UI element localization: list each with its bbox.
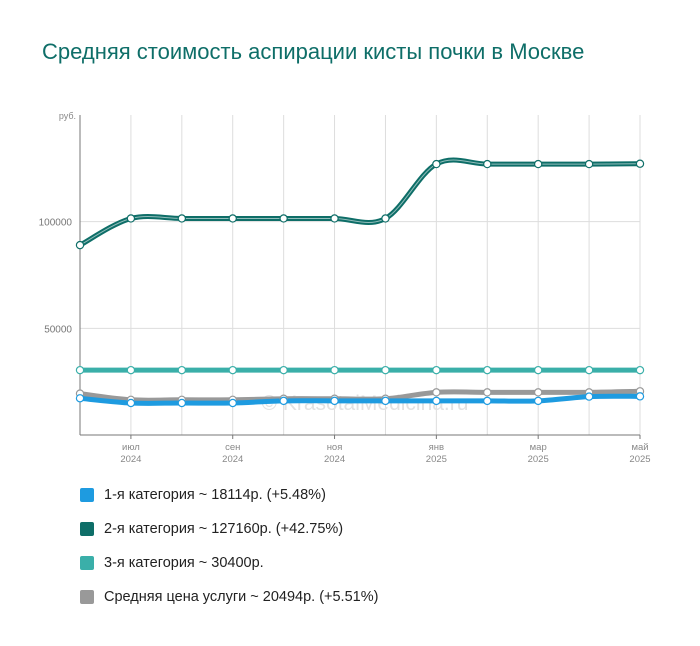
series [77, 157, 643, 406]
x-tick-label-month: янв [429, 442, 444, 453]
legend-swatch-series-3 [80, 556, 94, 570]
series-line-1 [77, 393, 643, 406]
data-point-series-2 [584, 159, 594, 169]
axes: 50000100000руб.июл2024сен2024ноя2024янв2… [39, 111, 651, 465]
data-point-series-3 [483, 365, 492, 375]
data-point-series-2 [432, 159, 441, 169]
data-point-series-2 [279, 214, 288, 223]
data-point-series-2 [126, 214, 136, 223]
x-tick-label-month: май [631, 442, 648, 453]
data-point-series-1 [381, 396, 390, 406]
data-point-series-2 [381, 214, 390, 223]
data-point-series-1 [584, 392, 594, 401]
grid [80, 115, 641, 435]
data-point-series-3 [279, 365, 288, 375]
x-tick-label-month: мар [530, 442, 547, 453]
data-point-series-1 [279, 396, 288, 406]
data-point-series-3 [584, 365, 594, 375]
y-unit-label: руб. [59, 111, 76, 121]
data-point-series-1 [75, 394, 85, 403]
data-point-series-1 [330, 396, 339, 406]
x-tick-label-year: 2025 [528, 454, 549, 465]
legend-label-series-1: 1-я категория ~ 18114р. (+5.48%) [104, 487, 326, 503]
x-tick-label-year: 2024 [120, 454, 141, 465]
data-point-series-4 [533, 388, 543, 397]
data-point-series-3 [330, 365, 339, 375]
data-point-series-1 [483, 396, 492, 406]
series-line-2-highlight [79, 159, 641, 246]
data-point-series-1 [432, 396, 441, 406]
data-point-series-2 [228, 214, 237, 223]
data-point-series-2 [75, 240, 85, 250]
data-point-series-1 [126, 398, 136, 408]
x-tick-label-month: июл [122, 442, 140, 453]
data-point-series-2 [533, 159, 543, 169]
chart-plot: 50000100000руб.июл2024сен2024ноя2024янв2… [39, 111, 651, 465]
data-point-series-3 [432, 365, 441, 375]
data-point-series-2 [330, 214, 339, 223]
data-point-series-4 [483, 388, 492, 397]
data-point-series-1 [635, 392, 645, 401]
data-point-series-2 [635, 159, 645, 168]
data-point-series-3 [75, 365, 85, 375]
legend-label-series-3: 3-я категория ~ 30400р. [104, 555, 264, 571]
legend-label-series-4: Средняя цена услуги ~ 20494р. (+5.51%) [104, 589, 379, 605]
data-point-series-2 [483, 159, 492, 169]
data-point-series-2 [177, 214, 187, 223]
legend-label-series-2: 2-я категория ~ 127160р. (+42.75%) [104, 521, 344, 537]
legend-swatch-series-1 [80, 488, 94, 502]
x-tick-label-year: 2025 [426, 454, 447, 465]
chart-title: Средняя стоимость аспирации кисты почки … [42, 39, 585, 64]
data-point-series-3 [381, 365, 390, 375]
legend-swatch-series-2 [80, 522, 94, 536]
data-point-series-1 [533, 396, 543, 406]
x-tick-label-month: ноя [327, 442, 343, 453]
data-point-series-4 [432, 388, 441, 397]
legend-swatch-series-4 [80, 590, 94, 604]
data-points [75, 159, 645, 408]
series-line-2 [77, 157, 643, 248]
data-point-series-1 [177, 398, 187, 408]
data-point-series-1 [228, 398, 237, 408]
data-point-series-3 [533, 365, 543, 375]
y-tick-label: 50000 [44, 324, 72, 335]
data-point-series-3 [126, 365, 136, 375]
data-point-series-3 [635, 365, 645, 375]
data-point-series-3 [177, 365, 187, 375]
x-tick-label-year: 2024 [324, 454, 345, 465]
x-tick-label-year: 2025 [629, 454, 650, 465]
x-tick-label-month: сен [225, 442, 240, 453]
x-tick-label-year: 2024 [222, 454, 243, 465]
y-tick-label: 100000 [39, 218, 73, 229]
data-point-series-3 [228, 365, 237, 375]
